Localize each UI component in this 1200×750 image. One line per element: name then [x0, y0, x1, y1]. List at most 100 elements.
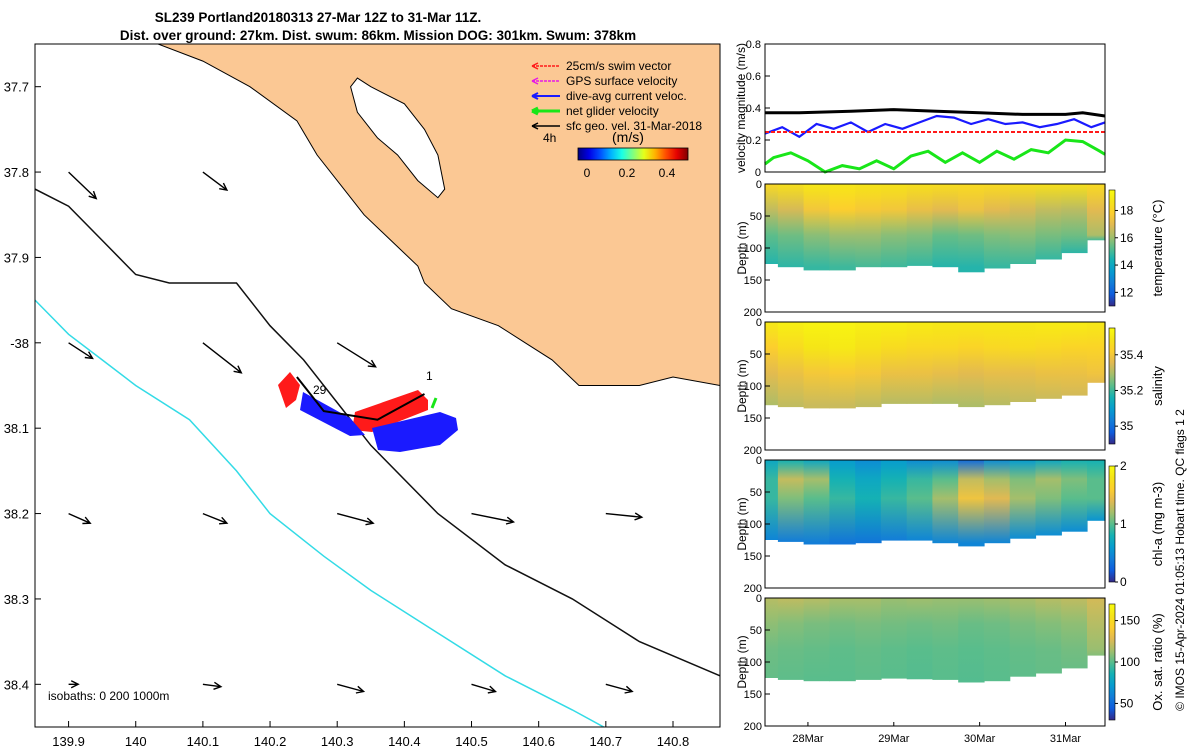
- legend-diveavg-label: dive-avg current veloc.: [566, 89, 687, 103]
- section-cell-chl-a-1: [777, 460, 805, 542]
- velocity-background: [765, 44, 1105, 172]
- imos-credit: © IMOS 15-Apr-2024 01:05:13 Hobart time.…: [1173, 409, 1187, 711]
- map-xtick-label-3: 140.2: [254, 734, 287, 749]
- section-cell-oxygen-7: [932, 598, 959, 680]
- current-arrow-5: [68, 512, 92, 525]
- map-ytick-label-6: 38.3: [4, 592, 29, 607]
- velocity-series-geovel: [765, 108, 1106, 118]
- section-cell-temperature-3: [829, 184, 856, 271]
- colorbar-tick-label-temperature-0: 12: [1120, 285, 1134, 299]
- blue-current-cluster-east: [372, 412, 458, 452]
- section-cell-salinity-1: [777, 322, 805, 408]
- colorbar-tick-label-temperature-3: 18: [1120, 203, 1134, 217]
- section-panel-chl-a: 0 50 100 150 200 Depth (m) 0 1 2 chl-a (mg m-3): [735, 455, 1165, 595]
- legend-netglider-arrowhead: [531, 106, 539, 116]
- velocity-ytick-label-4: 0.8: [746, 39, 761, 51]
- colorbar-label-chl-a: chl-a (mg m-3): [1150, 482, 1165, 567]
- section-ytick-label-temperature-1: 50: [750, 211, 762, 223]
- section-cell-temperature-5: [880, 184, 908, 268]
- section-ytick-label-oxygen-2: 100: [744, 657, 762, 669]
- red-swim-cluster-west: [278, 372, 300, 408]
- section-cell-chl-a-0: [765, 460, 779, 540]
- map-xtick-label-7: 140.6: [522, 734, 555, 749]
- map-xtick-label-8: 140.7: [590, 734, 623, 749]
- section-cell-oxygen-8: [958, 598, 985, 683]
- section-cell-oxygen-11: [1035, 598, 1062, 674]
- map-xtick-label-4: 140.3: [321, 734, 354, 749]
- section-cell-salinity-2: [803, 322, 830, 409]
- section-cell-salinity-3: [829, 322, 856, 409]
- section-ytick-label-oxygen-0: 0: [756, 593, 762, 605]
- map-panel: 29 1 isobaths: 0 200 1000m 139.9 140 140.1…: [4, 43, 721, 749]
- current-arrow-2: [68, 342, 94, 360]
- map-x-axis: 139.9 140 140.1 140.2 140.3 140.4 140.5 140.6 14…: [52, 721, 689, 749]
- section-cell-chl-a-9: [983, 460, 1011, 544]
- velocity-y-axis: 0 0.2 0.4 0.6 0.8: [746, 39, 770, 179]
- section-cell-oxygen-9: [983, 598, 1011, 682]
- geostrophic-current-arrows: [68, 171, 644, 694]
- colorbar-salinity: [1108, 327, 1116, 445]
- section-ytick-label-oxygen-4: 200: [744, 721, 762, 733]
- section-ytick-label-temperature-0: 0: [756, 179, 762, 191]
- section-ylabel-salinity: Depth (m): [735, 359, 749, 412]
- section-cells-salinity: [765, 322, 1106, 409]
- legend-gps-label: GPS surface velocity: [566, 74, 677, 88]
- legend-item-diveavg: dive-avg current veloc.: [531, 89, 687, 103]
- map-ytick-label-5: 38.2: [4, 507, 29, 522]
- section-ytick-label-chl-a-0: 0: [756, 455, 762, 467]
- map-ytick-label-3: -38: [10, 336, 29, 351]
- legend-netglider-label: net glider velocity: [566, 104, 659, 118]
- current-arrow-1: [202, 171, 229, 192]
- colorbar-tick-0: 0: [584, 166, 591, 180]
- section-ytick-label-chl-a-2: 100: [744, 519, 762, 531]
- section-cell-chl-a-13: [1087, 460, 1106, 521]
- section-cell-salinity-12: [1061, 322, 1088, 396]
- section-cell-chl-a-6: [906, 460, 934, 541]
- current-arrow-9: [605, 512, 644, 521]
- map-ytick-label-2: 37.9: [4, 250, 29, 265]
- section-cell-chl-a-5: [880, 460, 908, 541]
- coastal-lake: [350, 77, 446, 199]
- section-cell-chl-a-3: [829, 460, 856, 545]
- section-panel-temperature: 0 50 100 150 200 Depth (m) 12 14 16 18 temperature…: [735, 179, 1165, 319]
- colorbar-tick-label-oxygen-0: 50: [1120, 696, 1134, 710]
- isobath-label: isobaths: 0 200 1000m: [48, 689, 169, 703]
- section-ytick-label-temperature-4: 200: [744, 307, 762, 319]
- section-ytick-label-salinity-2: 100: [744, 381, 762, 393]
- velocity-ytick-label-1: 0.2: [746, 135, 761, 147]
- legend-time-label: 4h: [543, 131, 556, 145]
- section-cell-salinity-7: [932, 322, 959, 404]
- map-ytick-label-4: 38.1: [4, 421, 29, 436]
- section-cell-oxygen-1: [777, 598, 805, 680]
- section-panel-salinity: 0 50 100 150 200 Depth (m) 35 35.2 35.4 salinity: [735, 317, 1165, 457]
- colorbar-tick-label-salinity-2: 35.4: [1120, 348, 1144, 362]
- section-cell-chl-a-8: [958, 460, 985, 547]
- map-xtick-label-5: 140.4: [388, 734, 421, 749]
- current-arrow-11: [202, 681, 223, 690]
- velocity-series: [764, 108, 1106, 174]
- section-ytick-label-oxygen-1: 50: [750, 625, 762, 637]
- section-cell-temperature-10: [1009, 184, 1037, 264]
- section-cell-oxygen-3: [829, 598, 856, 682]
- section-cell-salinity-8: [958, 322, 985, 408]
- velocity-series-diveavg: [764, 114, 1106, 139]
- legend-gps-arrowhead: [531, 77, 539, 85]
- section-cell-oxygen-13: [1087, 598, 1106, 656]
- section-cell-oxygen-12: [1061, 598, 1088, 669]
- section-cell-temperature-12: [1061, 184, 1088, 254]
- colorbar-tick-label-temperature-2: 16: [1120, 231, 1134, 245]
- section-xtick-label-0: 28Mar: [792, 733, 824, 745]
- colorbar-tick-label-oxygen-1: 100: [1120, 655, 1140, 669]
- section-cell-temperature-13: [1087, 184, 1106, 241]
- colorbar-tick-label-chl-a-2: 2: [1120, 459, 1127, 473]
- current-arrow-8: [471, 512, 516, 525]
- map-frame: [34, 43, 721, 728]
- title-line-1: SL239 Portland20180313 27-Mar 12Z to 31-…: [155, 10, 481, 25]
- map-ytick-label-7: 38.4: [4, 677, 29, 692]
- section-ytick-label-oxygen-3: 150: [744, 689, 762, 701]
- section-cell-oxygen-4: [855, 598, 882, 680]
- section-xtick-label-3: 31Mar: [1050, 733, 1082, 745]
- current-arrow-3: [202, 342, 243, 374]
- section-ytick-label-salinity-4: 200: [744, 445, 762, 457]
